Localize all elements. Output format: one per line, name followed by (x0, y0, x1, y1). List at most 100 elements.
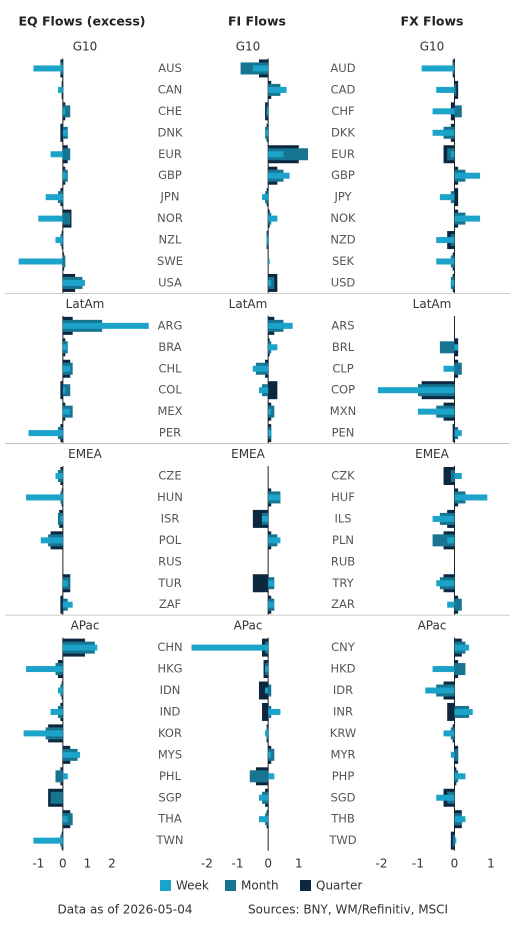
group-label: APac (71, 619, 100, 633)
bar (454, 773, 466, 780)
category-label: CHN (157, 640, 182, 654)
bar (432, 108, 455, 115)
bar (454, 430, 462, 437)
category-label: NZD (330, 233, 355, 247)
category-label: JPY (333, 190, 352, 204)
x-tick-label: -2 (375, 857, 387, 871)
bar (436, 237, 455, 244)
category-label: MYS (158, 747, 182, 761)
group-label: LatAm (229, 297, 268, 311)
group-label: EMEA (68, 447, 103, 461)
bar (55, 473, 63, 479)
category-label: CHF (331, 104, 354, 118)
category-label: SEK (332, 254, 355, 268)
bar (50, 791, 63, 804)
footer-sources: Sources: BNY, WM/Refinitiv, MSCI (248, 903, 448, 917)
group-label: APac (234, 619, 263, 633)
bar (452, 834, 455, 847)
bar (268, 408, 272, 415)
category-label: THB (330, 812, 355, 826)
bar (454, 837, 457, 844)
bar (454, 644, 470, 651)
bar (425, 687, 455, 694)
bar (439, 341, 455, 354)
bar (62, 816, 68, 823)
group-label: APac (418, 619, 447, 633)
category-label: ARG (158, 318, 183, 332)
category-label: ARS (331, 318, 354, 332)
legend-swatch (300, 880, 311, 891)
category-label: BRA (158, 340, 181, 354)
bar (447, 702, 455, 721)
bar (60, 381, 63, 400)
category-label: SGD (330, 790, 355, 804)
category-label: CZE (158, 469, 181, 483)
bar (268, 580, 275, 587)
bar (33, 837, 63, 844)
group-label: EMEA (231, 447, 266, 461)
bar (432, 666, 455, 673)
bar (450, 751, 455, 758)
bar (252, 574, 269, 593)
x-tick-label: -1 (32, 857, 44, 871)
bar (252, 65, 269, 72)
category-label: HKD (330, 662, 355, 676)
bar (57, 86, 63, 93)
category-label: CLP (332, 361, 353, 375)
bar (421, 65, 455, 72)
bar (439, 194, 455, 201)
category-label: COL (158, 383, 182, 397)
bar (62, 580, 68, 587)
category-label: SWE (157, 254, 183, 268)
x-tick-label: 1 (487, 857, 495, 871)
bar (443, 730, 455, 737)
category-label: EUR (158, 147, 182, 161)
bar (62, 408, 71, 415)
bar (268, 172, 290, 179)
bar (249, 770, 269, 783)
category-label: IDN (160, 683, 181, 697)
bar (454, 188, 459, 207)
category-label: THA (157, 812, 182, 826)
bar (262, 515, 269, 522)
category-label: GBP (158, 168, 182, 182)
category-label: GBP (331, 168, 355, 182)
category-label: ILS (334, 511, 351, 525)
category-label: CNY (331, 640, 356, 654)
category-label: NOR (157, 211, 183, 225)
category-label: CAN (158, 82, 183, 96)
bar (268, 684, 272, 697)
bar (62, 108, 66, 115)
chart-title: FI Flows (228, 14, 286, 29)
category-label: BRL (332, 340, 355, 354)
group-label: G10 (236, 40, 261, 54)
bar (62, 148, 71, 161)
legend-label: Quarter (316, 879, 362, 893)
bar (452, 424, 455, 443)
bar (454, 748, 459, 761)
bar (454, 344, 459, 351)
bar (258, 816, 269, 823)
bar (45, 194, 63, 201)
category-label: DKK (331, 125, 355, 139)
group-label: G10 (420, 40, 445, 54)
category-label: HKG (157, 662, 182, 676)
bar (55, 237, 63, 244)
x-tick-label: 0 (451, 857, 459, 871)
bar (268, 279, 272, 286)
bar (436, 580, 455, 587)
bar (62, 212, 71, 225)
bar (18, 258, 63, 265)
bar (50, 151, 63, 158)
bar (265, 687, 269, 694)
group-label: LatAm (413, 297, 452, 311)
category-label: IND (160, 704, 181, 718)
category-label: JPN (160, 190, 180, 204)
bar (443, 365, 455, 372)
bar (62, 322, 149, 329)
bar (62, 773, 68, 780)
category-label: COP (331, 383, 355, 397)
bar (265, 666, 269, 673)
legend-swatch (160, 880, 171, 891)
bar (450, 279, 455, 286)
